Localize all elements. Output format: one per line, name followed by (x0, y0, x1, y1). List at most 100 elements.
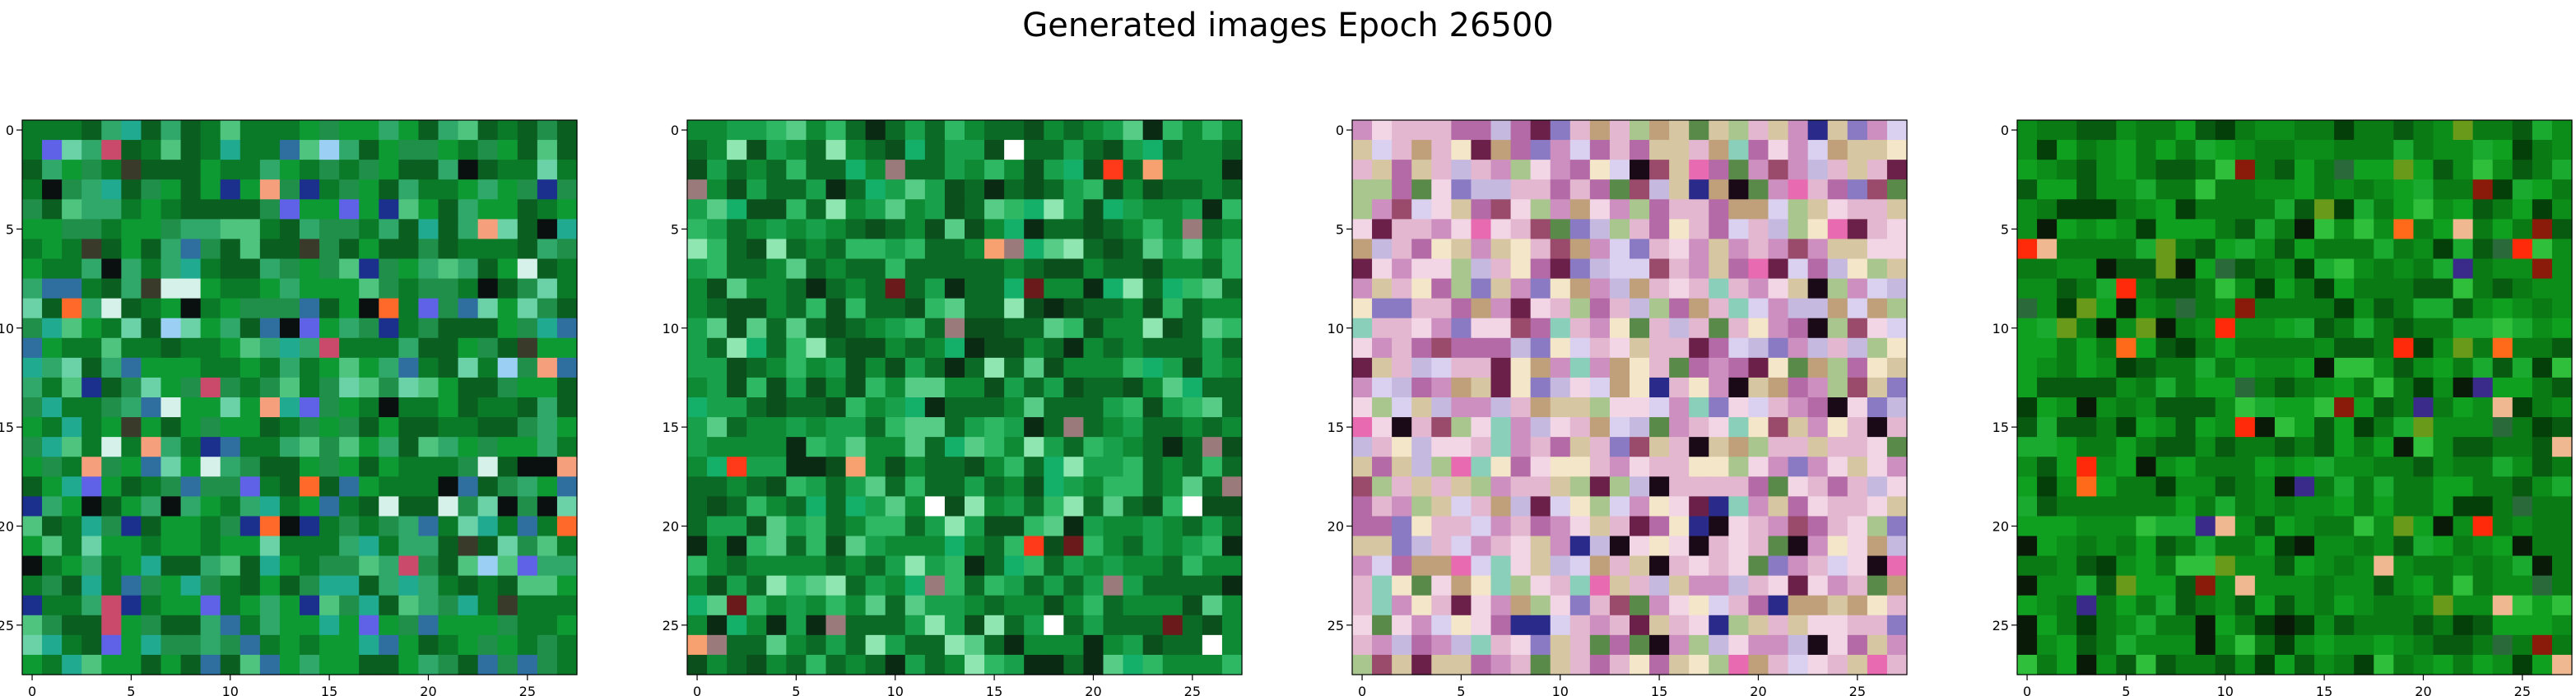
heatmap-cell (2354, 496, 2374, 517)
heatmap-cell (1352, 397, 1373, 418)
heatmap-cell (905, 259, 926, 280)
heatmap-cell (1531, 239, 1551, 259)
heatmap-cell (2275, 160, 2295, 180)
heatmap-cell (2295, 199, 2315, 220)
heatmap-cell (965, 437, 985, 457)
heatmap-cell (1788, 239, 1809, 259)
heatmap-cell (1630, 338, 1650, 359)
heatmap-cell (398, 279, 419, 299)
heatmap-cell (965, 615, 985, 636)
heatmap-cell (537, 179, 558, 200)
heatmap-cell (1808, 318, 1829, 339)
heatmap-cell (1689, 378, 1709, 398)
heatmap-cell (2434, 615, 2454, 636)
heatmap-cell (925, 397, 946, 418)
heatmap-cell (121, 140, 142, 160)
heatmap-cell (1222, 417, 1243, 438)
heatmap-cell (945, 120, 965, 141)
heatmap-cell (181, 378, 202, 398)
heatmap-cell (2057, 239, 2077, 259)
heatmap-cell (42, 358, 63, 378)
heatmap-cell (965, 457, 985, 477)
heatmap-cell (1630, 437, 1650, 457)
heatmap-cell (1709, 397, 1729, 418)
heatmap-cell (945, 397, 965, 418)
heatmap-cell (2493, 140, 2513, 160)
heatmap-cell (886, 397, 906, 418)
heatmap-cell (1788, 199, 1809, 220)
heatmap-cell (498, 120, 518, 141)
heatmap-cell (2057, 160, 2077, 180)
heatmap-cell (1887, 615, 1908, 636)
heatmap-cell (846, 476, 867, 497)
heatmap-cell (1748, 536, 1769, 557)
heatmap-cell (2374, 358, 2394, 378)
heatmap-cell (121, 536, 142, 557)
heatmap-cell (1123, 179, 1144, 200)
heatmap-cell (2473, 615, 2494, 636)
heatmap-cell (806, 536, 826, 557)
heatmap-cell (1769, 338, 1789, 359)
heatmap-cell (866, 120, 886, 141)
heatmap-cell (2116, 615, 2137, 636)
heatmap-cell (1202, 596, 1223, 616)
heatmap-cell (2057, 378, 2077, 398)
heatmap-cell (2393, 556, 2414, 577)
heatmap-cell (42, 397, 63, 418)
heatmap-cell (1352, 378, 1373, 398)
heatmap-cell (2453, 496, 2474, 517)
heatmap-cell (2216, 140, 2236, 160)
heatmap-cell (1431, 160, 1452, 180)
heatmap-cell (766, 219, 787, 239)
heatmap-cell (2532, 516, 2553, 536)
heatmap-cells (687, 120, 1243, 675)
heatmap-cell (1352, 536, 1373, 557)
heatmap-cell (2096, 556, 2117, 577)
heatmap-cell (1709, 615, 1729, 636)
heatmap-cell (101, 576, 122, 596)
heatmap-cell (766, 259, 787, 280)
heatmap-cell (1431, 457, 1452, 477)
heatmap-cell (2334, 239, 2355, 259)
heatmap-cell (1471, 556, 1491, 577)
heatmap-cell (925, 160, 946, 180)
heatmap-cell (866, 160, 886, 180)
heatmap-cell (1202, 655, 1223, 675)
heatmap-cell (727, 279, 747, 299)
heatmap-cell (1709, 417, 1729, 438)
heatmap-cell (1828, 635, 1848, 656)
heatmap-cell (1411, 140, 1432, 160)
heatmap-cell (2196, 318, 2216, 339)
heatmap-cell (707, 536, 728, 557)
heatmap-cell (1411, 536, 1432, 557)
heatmap-cell (866, 437, 886, 457)
heatmap-cell (1163, 140, 1183, 160)
heatmap-cell (2037, 476, 2058, 497)
y-tick-label: 15 (663, 420, 679, 435)
heatmap-cell (1590, 140, 1611, 160)
heatmap-cell (1352, 417, 1373, 438)
heatmap-cell (965, 536, 985, 557)
heatmap-cell (1044, 219, 1064, 239)
y-tick-label: 25 (0, 618, 14, 633)
heatmap-cell (905, 417, 926, 438)
heatmap-cell (1867, 318, 1888, 339)
heatmap-cell (1392, 615, 1412, 636)
heatmap-cell (498, 437, 518, 457)
heatmap-cell (1669, 556, 1690, 577)
heatmap-cell (2076, 259, 2097, 280)
heatmap-cell (687, 397, 708, 418)
heatmap-cell (687, 219, 708, 239)
heatmap-cell (1004, 476, 1025, 497)
heatmap-cell (2216, 417, 2236, 438)
heatmap-cell (121, 318, 142, 339)
heatmap-cell (418, 536, 439, 557)
heatmap-cell (2552, 219, 2573, 239)
heatmap-cell (418, 476, 439, 497)
heatmap-cell (2453, 160, 2474, 180)
heatmap-cell (1202, 417, 1223, 438)
heatmap-cell (2176, 476, 2197, 497)
heatmap-cell (1828, 417, 1848, 438)
heatmap-cell (984, 140, 1005, 160)
heatmap-cell (22, 318, 43, 339)
